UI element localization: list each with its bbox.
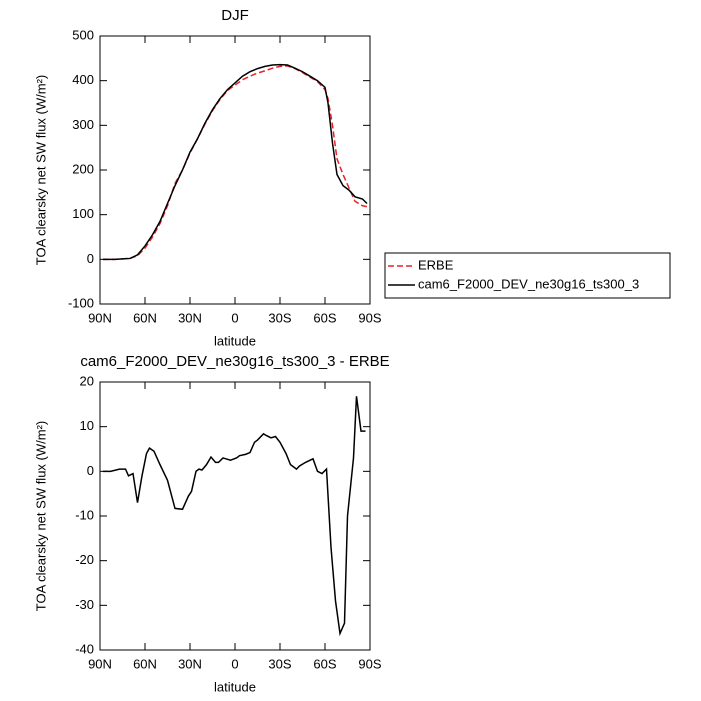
legend-label: ERBE bbox=[418, 257, 454, 272]
y-axis-label: TOA clearsky net SW flux (W/m²) bbox=[33, 75, 48, 265]
x-tick-label: 90S bbox=[358, 310, 381, 325]
x-tick-label: 90N bbox=[88, 310, 112, 325]
y-axis-label: TOA clearsky net SW flux (W/m²) bbox=[33, 421, 48, 611]
x-axis-label: latitude bbox=[214, 333, 256, 348]
x-tick-label: 90N bbox=[88, 656, 112, 671]
y-tick-label: -40 bbox=[75, 641, 94, 656]
legend-box bbox=[384, 252, 671, 299]
data-line bbox=[103, 63, 368, 261]
chart-title: cam6_F2000_DEV_ne30g16_ts300_3 - ERBE bbox=[80, 353, 389, 370]
x-axis-label: latitude bbox=[214, 679, 256, 694]
x-tick-label: 0 bbox=[231, 310, 238, 325]
x-tick-label: 60S bbox=[313, 310, 336, 325]
y-tick-label: 20 bbox=[80, 373, 94, 388]
plot-frame bbox=[99, 35, 371, 305]
y-tick-label: -20 bbox=[75, 552, 94, 567]
x-tick-label: 90S bbox=[358, 656, 381, 671]
y-tick-label: 200 bbox=[72, 161, 94, 176]
x-tick-label: 30N bbox=[178, 656, 202, 671]
legend: ERBE cam6_F2000_DEV_ne30g16_ts300_3 bbox=[384, 252, 671, 299]
x-tick-label: 30N bbox=[178, 310, 202, 325]
x-tick-label: 60S bbox=[313, 656, 336, 671]
y-tick-label: 400 bbox=[72, 72, 94, 87]
y-tick-label: 0 bbox=[87, 251, 94, 266]
y-tick-label: 300 bbox=[72, 117, 94, 132]
y-tick-label: -30 bbox=[75, 597, 94, 612]
y-tick-label: 500 bbox=[72, 27, 94, 42]
y-tick-label: -10 bbox=[75, 507, 94, 522]
chart-title: DJF bbox=[221, 7, 249, 24]
x-tick-label: 30S bbox=[268, 310, 291, 325]
x-tick-label: 60N bbox=[133, 310, 157, 325]
plot-frame bbox=[99, 381, 371, 651]
data-line bbox=[103, 65, 368, 261]
x-tick-label: 0 bbox=[231, 656, 238, 671]
data-line bbox=[103, 396, 366, 637]
legend-label: cam6_F2000_DEV_ne30g16_ts300_3 bbox=[418, 276, 639, 291]
x-tick-label: 60N bbox=[133, 656, 157, 671]
y-tick-label: 10 bbox=[80, 418, 94, 433]
x-tick-label: 30S bbox=[268, 656, 291, 671]
y-tick-label: 0 bbox=[87, 463, 94, 478]
y-tick-label: -100 bbox=[68, 295, 94, 310]
y-tick-label: 100 bbox=[72, 206, 94, 221]
